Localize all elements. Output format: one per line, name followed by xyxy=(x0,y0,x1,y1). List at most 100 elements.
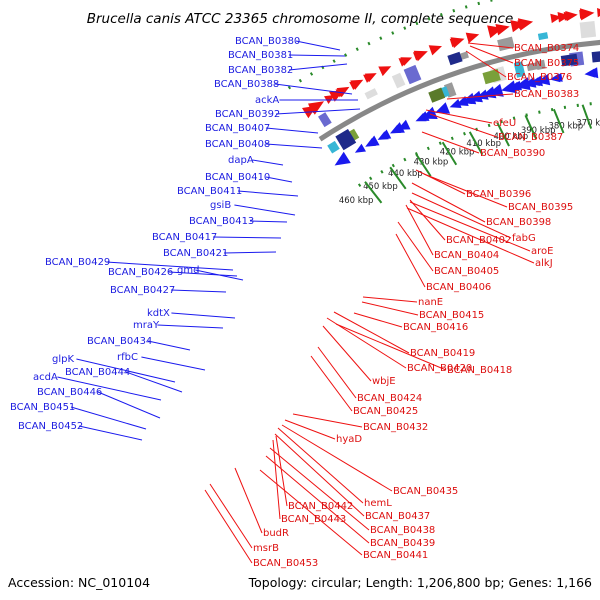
connector-line xyxy=(238,191,298,196)
gene-label-right[interactable]: BCAN_B0425 xyxy=(353,406,418,417)
gene-label-right[interactable]: budR xyxy=(263,528,289,539)
accession-text: Accession: NC_010104 xyxy=(8,575,150,590)
gene-label-right[interactable]: BCAN_B0383 xyxy=(514,89,579,100)
gene-label-left[interactable]: BCAN_B0382 xyxy=(228,65,293,76)
gene-label-left[interactable]: acdA xyxy=(33,372,58,383)
gene-label-left[interactable]: mraY xyxy=(133,320,160,331)
gene-label-left[interactable]: gmd xyxy=(177,265,199,276)
gene-label-left[interactable]: BCAN_B0381 xyxy=(228,50,293,61)
gene-label-left[interactable]: BCAN_B0452 xyxy=(18,421,83,432)
feature-block xyxy=(318,112,332,127)
connector-line xyxy=(416,170,465,194)
gene-label-right[interactable]: BCAN_B0442 xyxy=(288,501,353,512)
gene-label-right[interactable]: fabG xyxy=(512,233,536,244)
gene-label-left[interactable]: BCAN_B0417 xyxy=(152,232,217,243)
gene-label-right[interactable]: BCAN_B0424 xyxy=(357,393,422,404)
gene-label-right[interactable]: wbjE xyxy=(372,376,396,387)
gene-label-right[interactable]: BCAN_B0439 xyxy=(370,538,435,549)
connector-line xyxy=(235,468,262,533)
connector-line xyxy=(148,341,190,350)
feature-block xyxy=(580,21,596,38)
gene-label-left[interactable]: BCAN_B0426 xyxy=(108,267,173,278)
gene-label-left[interactable]: BCAN_B0408 xyxy=(205,139,270,150)
gene-label-right[interactable]: aroE xyxy=(531,246,553,257)
gene-label-right[interactable]: BCAN_B0443 xyxy=(281,514,346,525)
gene-label-left[interactable]: glpK xyxy=(52,354,74,365)
gene-label-left[interactable]: kdtX xyxy=(147,308,170,319)
gene-label-left[interactable]: BCAN_B0444 xyxy=(65,367,130,378)
feature-block xyxy=(365,88,378,99)
gene-label-left[interactable]: BCAN_B0421 xyxy=(163,248,228,259)
gene-label-right[interactable]: efeU xyxy=(493,118,516,129)
gene-label-right[interactable]: alkJ xyxy=(535,258,553,269)
connector-line xyxy=(311,356,352,411)
gene-label-right[interactable]: msrB xyxy=(253,543,279,554)
connector-line xyxy=(354,313,402,327)
gene-label-left[interactable]: dapA xyxy=(228,155,254,166)
gene-label-right[interactable]: BCAN_B0416 xyxy=(403,322,468,333)
connector-line xyxy=(296,41,340,50)
connector-line xyxy=(266,144,322,148)
gene-label-left[interactable]: BCAN_B0392 xyxy=(215,109,280,120)
gene-label-right[interactable]: BCAN_B0395 xyxy=(508,202,573,213)
connector-line xyxy=(363,297,417,302)
gene-label-right[interactable]: hyaD xyxy=(336,434,362,445)
gene-label-left[interactable]: BCAN_B0407 xyxy=(205,123,270,134)
gene-label-left[interactable]: rfbC xyxy=(117,352,138,363)
gene-label-left[interactable]: gsiB xyxy=(210,200,231,211)
gene-label-right[interactable]: BCAN_B0402 xyxy=(446,235,511,246)
gene-label-right[interactable]: BCAN_B0396 xyxy=(466,189,531,200)
gene-label-right[interactable]: BCAN_B0405 xyxy=(434,266,499,277)
gene-label-left[interactable]: BCAN_B0446 xyxy=(37,387,102,398)
connector-line xyxy=(157,325,223,328)
gene-label-right[interactable]: BCAN_B0418 xyxy=(447,365,512,376)
gene-label-right[interactable]: BCAN_B0374 xyxy=(514,43,579,54)
gene-label-right[interactable]: BCAN_B0390 xyxy=(480,148,545,159)
gene-label-right[interactable]: BCAN_B0453 xyxy=(253,558,318,569)
gene-label-left[interactable]: BCAN_B0380 xyxy=(235,36,300,47)
gene-label-right[interactable]: BCAN_B0387 xyxy=(498,132,563,143)
gene-label-right[interactable]: BCAN_B0438 xyxy=(370,525,435,536)
connector-line xyxy=(266,128,318,133)
gene-label-right[interactable]: BCAN_B0398 xyxy=(486,217,551,228)
gene-label-right[interactable]: BCAN_B0437 xyxy=(365,511,430,522)
connector-line xyxy=(171,290,226,292)
gene-label-right[interactable]: BCAN_B0375 xyxy=(514,58,579,69)
gene-label-left[interactable]: BCAN_B0429 xyxy=(45,257,110,268)
gene-label-left[interactable]: BCAN_B0388 xyxy=(214,79,279,90)
gene-label-right[interactable]: BCAN_B0435 xyxy=(393,486,458,497)
gene-label-right[interactable]: BCAN_B0376 xyxy=(507,72,572,83)
gene-label-right[interactable]: BCAN_B0415 xyxy=(419,310,484,321)
connector-line xyxy=(396,234,425,287)
connector-line xyxy=(406,205,433,255)
gene-label-right[interactable]: hemL xyxy=(364,498,392,509)
gene-arrow xyxy=(378,66,391,76)
gene-label-left[interactable]: BCAN_B0411 xyxy=(177,186,242,197)
feature-block xyxy=(538,32,548,40)
gene-label-right[interactable]: nanE xyxy=(418,297,443,308)
topology-text: Topology: circular; Length: 1,206,800 bp… xyxy=(248,575,592,590)
feature-block xyxy=(404,65,422,84)
gene-labels: BCAN_B0380 BCAN_B0381 BCAN_B0382 BCAN_B0388… xyxy=(10,36,579,569)
gene-label-left[interactable]: BCAN_B0427 xyxy=(110,285,175,296)
connector-line xyxy=(323,326,371,381)
gene-label-right[interactable]: BCAN_B0419 xyxy=(410,348,475,359)
gene-label-left[interactable]: BCAN_B0434 xyxy=(87,336,152,347)
gene-arrow xyxy=(466,33,480,44)
gene-label-left[interactable]: ackA xyxy=(255,95,279,106)
gene-label-left[interactable]: BCAN_B0410 xyxy=(205,172,270,183)
gene-label-left[interactable]: BCAN_B0413 xyxy=(189,216,254,227)
gene-label-right[interactable]: BCAN_B0432 xyxy=(363,422,428,433)
connector-line xyxy=(250,221,287,222)
gene-label-right[interactable]: BCAN_B0406 xyxy=(426,282,491,293)
gene-arrow xyxy=(355,144,366,153)
connector-line xyxy=(234,205,295,215)
connector-line xyxy=(213,237,281,238)
gene-label-left[interactable]: BCAN_B0451 xyxy=(10,402,75,413)
connector-line xyxy=(252,160,283,165)
connector-line xyxy=(289,64,347,70)
gene-label-right[interactable]: BCAN_B0441 xyxy=(363,550,428,561)
gene-label-right[interactable]: BCAN_B0404 xyxy=(434,250,499,261)
connector-line xyxy=(289,55,345,56)
